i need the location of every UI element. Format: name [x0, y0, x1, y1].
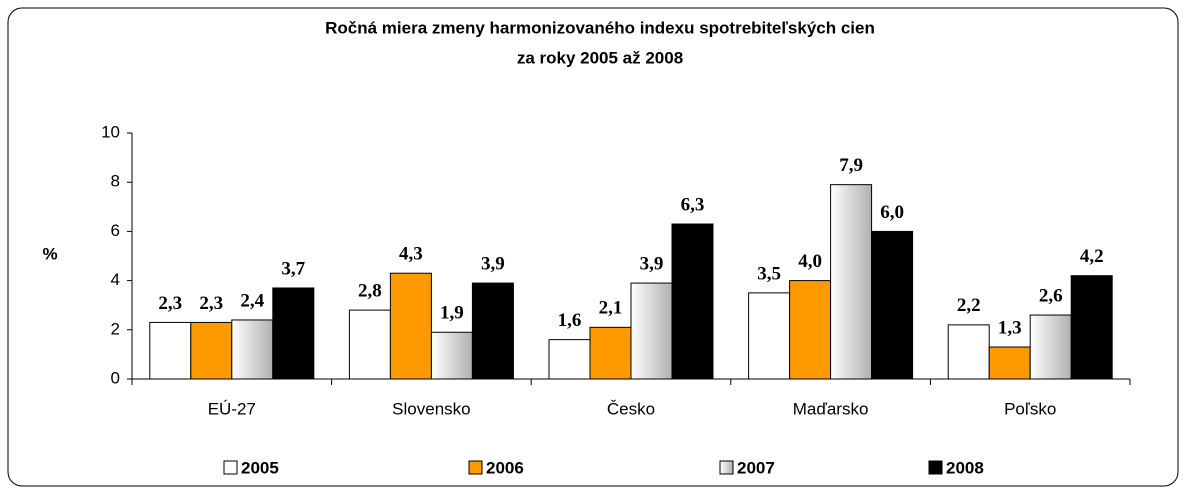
- bar: [871, 230, 914, 380]
- data-label: 3,7: [281, 258, 305, 279]
- data-label: 1,6: [558, 310, 582, 331]
- data-label: 3,9: [481, 253, 505, 274]
- bar: [548, 339, 591, 380]
- x-tick-label: Slovensko: [392, 399, 470, 418]
- x-tick-label: Česko: [607, 399, 655, 418]
- data-label: 2,3: [158, 293, 182, 314]
- data-label: 2,2: [957, 295, 981, 316]
- bar: [1029, 314, 1072, 380]
- bar: [389, 272, 432, 380]
- x-tick-label: Poľsko: [1004, 399, 1056, 418]
- y-axis-label: %: [42, 244, 57, 263]
- data-label: 2,4: [240, 290, 264, 311]
- bar: [947, 324, 990, 380]
- bar: [988, 346, 1031, 380]
- legend-swatch: [719, 460, 734, 475]
- data-label: 2,8: [358, 280, 382, 301]
- data-label: 1,9: [440, 303, 464, 324]
- data-label: 4,0: [798, 251, 822, 272]
- data-label: 2,1: [599, 298, 623, 319]
- bar: [671, 223, 714, 380]
- bar: [830, 184, 873, 380]
- data-label: 6,3: [681, 194, 705, 215]
- bar: [630, 282, 673, 380]
- bar: [430, 331, 473, 380]
- legend-swatch: [223, 460, 238, 475]
- bar: [149, 321, 192, 380]
- legend-label: 2006: [486, 458, 524, 477]
- y-tick-label: 8: [111, 172, 120, 191]
- legend-label: 2007: [737, 458, 775, 477]
- y-tick-label: 6: [111, 221, 120, 240]
- bar: [190, 321, 233, 380]
- data-label: 4,2: [1080, 246, 1104, 267]
- data-label: 7,9: [839, 155, 863, 176]
- bar: [348, 309, 391, 380]
- x-tick-label: Maďarsko: [793, 399, 869, 418]
- bar: [748, 292, 791, 380]
- bar: [272, 287, 315, 380]
- data-label: 3,5: [757, 263, 781, 284]
- data-label: 2,6: [1039, 285, 1063, 306]
- data-label: 2,3: [199, 293, 223, 314]
- legend-swatch: [468, 460, 483, 475]
- bar: [589, 326, 632, 380]
- y-tick-label: 10: [101, 122, 120, 141]
- chart-subtitle: za roky 2005 až 2008: [517, 48, 683, 67]
- legend-label: 2008: [946, 458, 984, 477]
- y-tick-label: 4: [111, 270, 120, 289]
- bar: [471, 282, 514, 380]
- data-label: 4,3: [399, 244, 423, 265]
- bar: [1070, 275, 1113, 380]
- data-label: 1,3: [998, 317, 1022, 338]
- bar: [231, 319, 274, 380]
- chart-title: Ročná miera zmeny harmonizovaného indexu…: [325, 18, 875, 37]
- x-tick-label: EÚ-27: [208, 399, 256, 418]
- legend-label: 2005: [241, 458, 279, 477]
- data-label: 6,0: [880, 202, 904, 223]
- legend-swatch: [928, 460, 943, 475]
- data-label: 3,9: [640, 253, 664, 274]
- y-tick-label: 0: [111, 368, 120, 387]
- chart-border: [7, 7, 1179, 487]
- y-tick-label: 2: [111, 319, 120, 338]
- bar: [789, 280, 832, 380]
